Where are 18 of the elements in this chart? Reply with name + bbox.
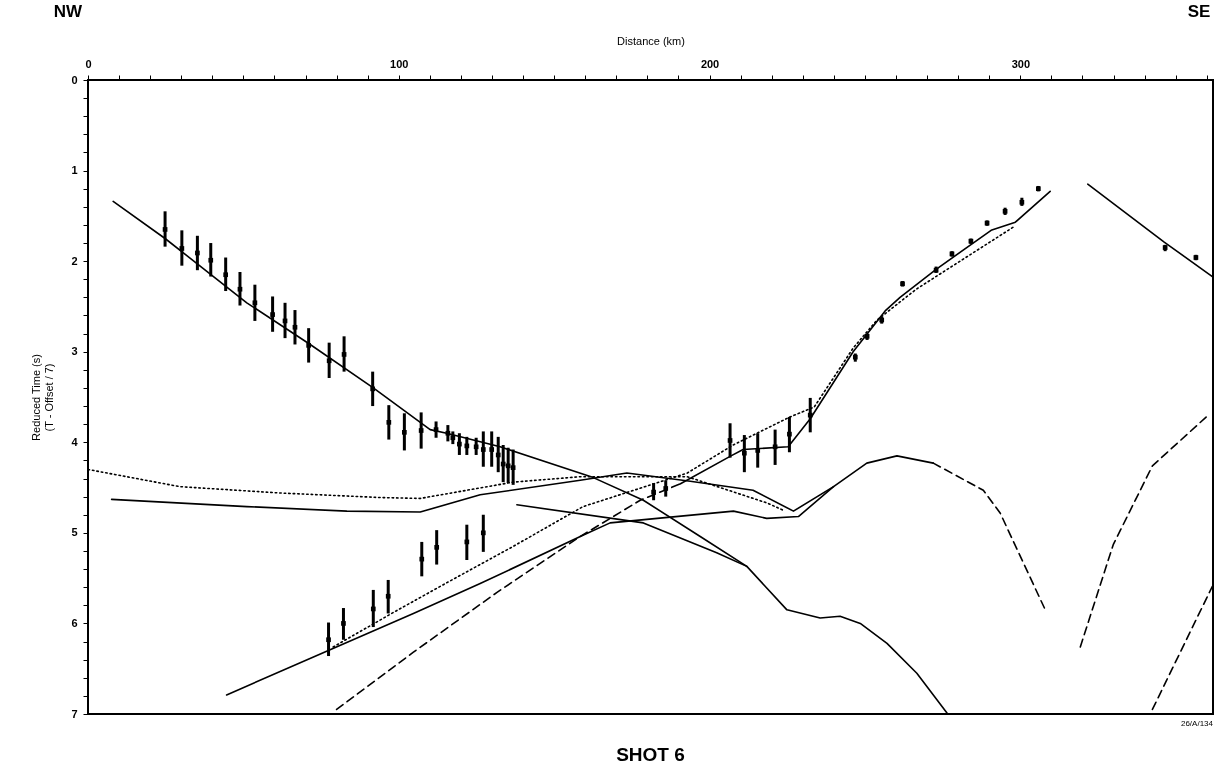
y-tick-label: 0 (71, 73, 78, 86)
x-tick-label: 300 (1011, 57, 1030, 70)
y-tick-label: 4 (71, 435, 79, 448)
text: 26/A/134 (1180, 719, 1214, 728)
y-tick-label: 3 (71, 345, 78, 358)
y-tick-label: 6 (71, 616, 78, 629)
y-tick-label: 5 (71, 526, 78, 539)
y-tick-label: 2 (71, 254, 78, 267)
text: SE (1187, 2, 1211, 21)
x-axis-title: Distance (km) (617, 34, 685, 47)
x-tick-label: 100 (390, 57, 409, 70)
y-tick-label: 1 (71, 164, 78, 177)
x-tick-label: 200 (700, 57, 720, 70)
text: NW (53, 2, 84, 21)
x-tick-label: 0 (85, 57, 92, 70)
y-tick-label: 7 (71, 707, 78, 720)
y-axis-title: Reduced Time (s) (T - Offset / 7) (30, 354, 56, 441)
text: SHOT 6 (616, 744, 685, 765)
